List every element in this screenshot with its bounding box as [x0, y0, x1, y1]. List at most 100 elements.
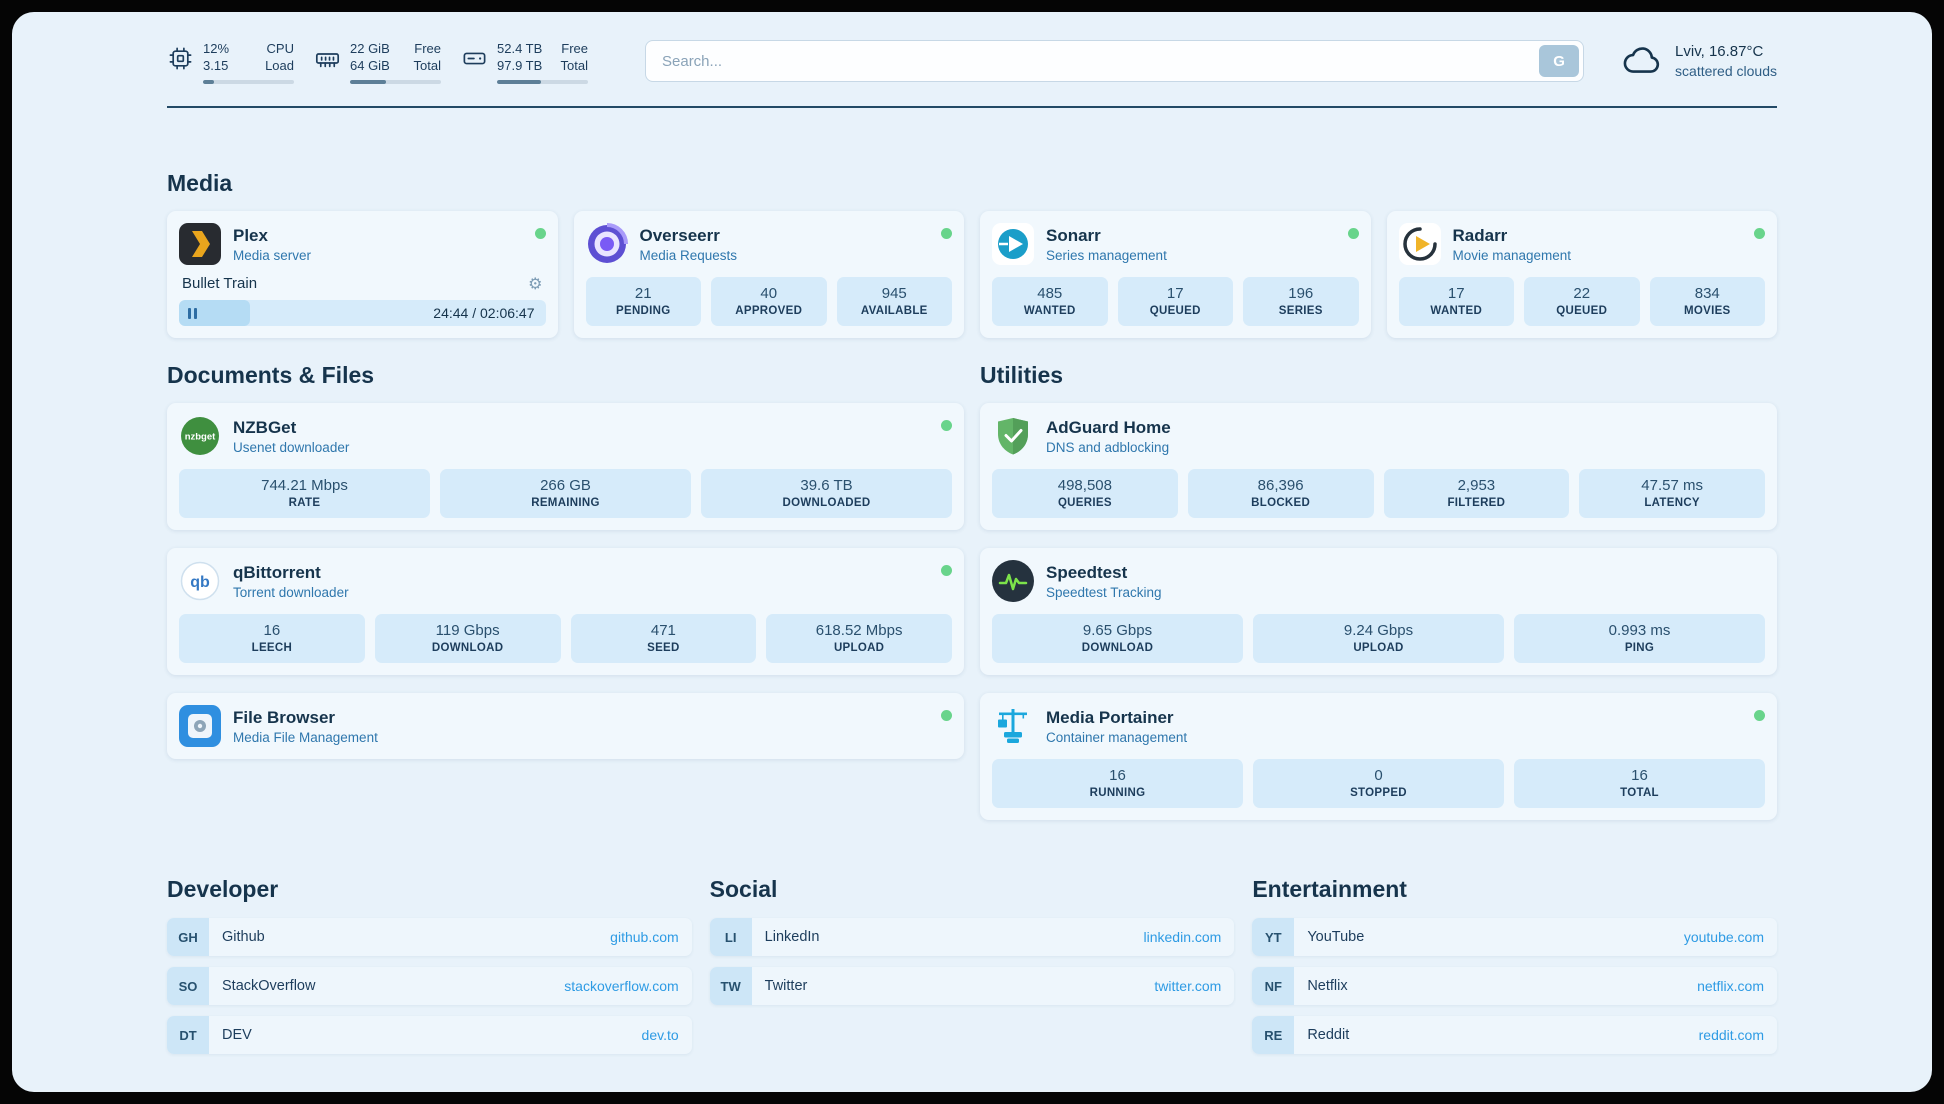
bookmark-abbr: LI — [709, 918, 752, 956]
service-stat: 485 WANTED — [992, 277, 1108, 326]
cpu-usage-row: 12% CPU — [203, 40, 294, 57]
bookmark-stackoverflow[interactable]: SO StackOverflow stackoverflow.com — [167, 967, 692, 1005]
bookmark-url[interactable]: stackoverflow.com — [564, 978, 679, 994]
bookmark-netflix[interactable]: NF Netflix netflix.com — [1252, 967, 1777, 1005]
service-description: Usenet downloader — [233, 439, 350, 455]
service-card-radarr[interactable]: Radarr Movie management 17 WANTED 22 QUE… — [1386, 211, 1777, 338]
section-title-utilities: Utilities — [980, 362, 1064, 388]
service-card-portainer[interactable]: Media Portainer Container management 16 … — [980, 693, 1777, 820]
radarr-icon — [1398, 223, 1441, 265]
stats-row: 485 WANTED 17 QUEUED 196 SERIES — [992, 277, 1359, 326]
service-stat: 471 SEED — [570, 614, 757, 663]
stat-value: 266 GB — [540, 477, 591, 494]
service-header: Speedtest Speedtest Tracking — [992, 560, 1765, 602]
bookmark-url[interactable]: dev.to — [641, 1027, 679, 1043]
stat-value: 945 — [881, 285, 907, 302]
service-name: qBittorrent — [233, 562, 321, 582]
service-card-nzbget[interactable]: nzbget NZBGet Usenet downloader 744.21 M… — [167, 403, 964, 530]
disk-total-value: 97.9 TB — [497, 58, 543, 73]
playback-progress-bar[interactable]: 24:44 / 02:06:47 — [179, 300, 546, 326]
service-header: Media Portainer Container management — [992, 705, 1765, 747]
service-card-qbittorrent[interactable]: qb qBittorrent Torrent downloader 16 LEE… — [167, 548, 964, 675]
service-stat: 17 QUEUED — [1117, 277, 1233, 326]
gear-icon[interactable]: ⚙ — [528, 273, 543, 293]
dashboard-content: 12% CPU 3.15 Load — [12, 12, 1932, 1092]
service-header: Overseerr Media Requests — [586, 223, 952, 265]
service-name: NZBGet — [233, 417, 297, 437]
stat-value: 0.993 ms — [1608, 622, 1671, 639]
disk-free-row: 52.4 TB Free — [497, 40, 588, 57]
bookmark-youtube[interactable]: YT YouTube youtube.com — [1252, 918, 1777, 956]
bookmark-github[interactable]: GH Github github.com — [167, 918, 692, 956]
stat-value: 9.65 Gbps — [1082, 622, 1153, 639]
service-name: Overseerr — [639, 225, 720, 245]
stats-row: 16 LEECH 119 Gbps DOWNLOAD 471 SEED 618.… — [179, 614, 952, 663]
bookmark-url[interactable]: github.com — [610, 929, 679, 945]
bookmark-abbr: RE — [1252, 1016, 1295, 1054]
ram-free-row: 22 GiB Free — [350, 40, 441, 57]
service-header: File Browser Media File Management — [179, 705, 952, 747]
bookmark-name: YouTube — [1307, 929, 1365, 945]
search-input[interactable] — [645, 40, 1585, 82]
bookmark-url[interactable]: twitter.com — [1154, 978, 1222, 994]
cpu-progress-fill — [203, 80, 214, 84]
stats-row: 9.65 Gbps DOWNLOAD 9.24 Gbps UPLOAD 0.99… — [992, 614, 1765, 663]
bookmark-url[interactable]: reddit.com — [1698, 1027, 1764, 1043]
media-grid: Plex Media server Bullet Train ⚙ 24:44 /… — [167, 211, 1777, 338]
bookmark-twitter[interactable]: TW Twitter twitter.com — [709, 967, 1235, 1005]
stat-value: 744.21 Mbps — [261, 477, 348, 494]
cpu-load-value: 3.15 — [203, 58, 229, 73]
service-stat: 0 STOPPED — [1253, 759, 1504, 808]
service-header: nzbget NZBGet Usenet downloader — [179, 415, 952, 457]
status-dot — [941, 228, 952, 239]
service-description: Media server — [233, 247, 312, 263]
bookmark-abbr: TW — [709, 967, 752, 1005]
service-meta: qBittorrent Torrent downloader — [233, 562, 349, 601]
stat-value: 40 — [760, 285, 778, 302]
stat-label: LEECH — [251, 642, 293, 654]
cpu-icon — [167, 45, 194, 72]
service-name: File Browser — [233, 707, 336, 727]
bookmark-reddit[interactable]: RE Reddit reddit.com — [1252, 1016, 1777, 1054]
stat-label: PENDING — [616, 305, 671, 317]
bookmark-linkedin[interactable]: LI LinkedIn linkedin.com — [709, 918, 1235, 956]
stat-label: TOTAL — [1620, 787, 1659, 799]
service-stat: 22 QUEUED — [1524, 277, 1640, 326]
bookmarks-developer: Developer GH Github github.com SO StackO… — [167, 876, 692, 1065]
pause-icon[interactable] — [188, 307, 197, 319]
disk-icon — [461, 45, 488, 72]
bookmark-dev[interactable]: DT DEV dev.to — [167, 1016, 692, 1054]
service-name: Media Portainer — [1046, 707, 1174, 727]
bookmark-name: Twitter — [764, 978, 808, 994]
service-card-sonarr[interactable]: Sonarr Series management 485 WANTED 17 Q… — [980, 211, 1371, 338]
service-description: Series management — [1046, 247, 1167, 263]
service-card-plex[interactable]: Plex Media server Bullet Train ⚙ 24:44 /… — [167, 211, 558, 338]
service-card-speedtest[interactable]: Speedtest Speedtest Tracking 9.65 Gbps D… — [980, 548, 1777, 675]
stat-value: 498,508 — [1057, 477, 1112, 494]
cpu-progress-bar — [203, 80, 294, 84]
service-stat: 945 AVAILABLE — [836, 277, 952, 326]
service-card-overseerr[interactable]: Overseerr Media Requests 21 PENDING 40 A… — [573, 211, 964, 338]
bookmarks-grid: Developer GH Github github.com SO StackO… — [167, 876, 1777, 1092]
stat-label: LATENCY — [1644, 497, 1700, 509]
ram-total-row: 64 GiB Total — [350, 57, 441, 74]
service-stat: 9.65 Gbps DOWNLOAD — [992, 614, 1243, 663]
cpu-usage-value: 12% — [203, 41, 230, 56]
search-provider-button[interactable]: G — [1539, 45, 1580, 77]
service-stat: 16 TOTAL — [1514, 759, 1765, 808]
stat-label: UPLOAD — [1353, 642, 1404, 654]
documents-column: Documents & Files nzbget NZBGet Usenet d… — [167, 362, 964, 759]
stats-row: 16 RUNNING 0 STOPPED 16 TOTAL — [992, 759, 1765, 808]
weather-text: Lviv, 16.87°C scattered clouds — [1675, 42, 1777, 80]
stat-value: 86,396 — [1257, 477, 1304, 494]
bookmark-url[interactable]: netflix.com — [1697, 978, 1764, 994]
bookmark-url[interactable]: linkedin.com — [1143, 929, 1222, 945]
cpu-load-row: 3.15 Load — [203, 57, 294, 74]
bookmark-url[interactable]: youtube.com — [1683, 929, 1764, 945]
service-card-adguard[interactable]: AdGuard Home DNS and adblocking 498,508 … — [980, 403, 1777, 530]
bookmarks-entertainment: Entertainment YT YouTube youtube.com NF … — [1252, 876, 1777, 1065]
service-card-filebrowser[interactable]: File Browser Media File Management — [167, 693, 964, 759]
weather-widget: Lviv, 16.87°C scattered clouds — [1621, 40, 1777, 82]
stats-row: 498,508 QUERIES 86,396 BLOCKED 2,953 FIL… — [992, 469, 1765, 518]
bookmark-abbr: YT — [1252, 918, 1295, 956]
